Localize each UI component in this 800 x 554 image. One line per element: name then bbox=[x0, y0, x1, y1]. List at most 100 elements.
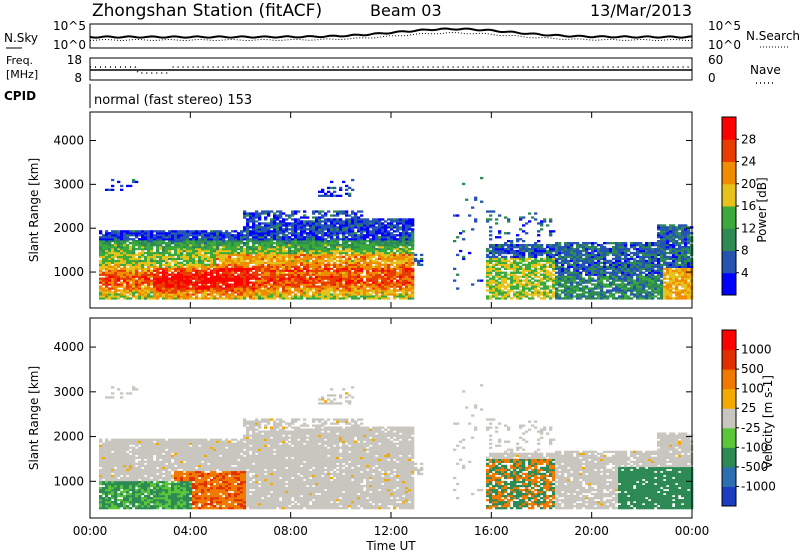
data-cell bbox=[351, 265, 355, 268]
data-cell bbox=[186, 257, 190, 261]
data-cell bbox=[270, 238, 274, 241]
data-cell bbox=[198, 244, 202, 247]
data-cell bbox=[117, 249, 121, 253]
data-cell bbox=[411, 295, 415, 298]
data-cell bbox=[516, 271, 520, 274]
data-cell bbox=[183, 285, 187, 288]
data-cell bbox=[486, 259, 490, 263]
data-cell bbox=[522, 269, 526, 272]
data-cell bbox=[408, 257, 412, 261]
data-cell bbox=[297, 267, 301, 270]
data-cell bbox=[252, 259, 256, 263]
data-cell bbox=[141, 232, 145, 235]
data-cell bbox=[345, 291, 349, 294]
data-cell bbox=[297, 246, 301, 249]
data-cell bbox=[507, 263, 511, 266]
data-cell bbox=[516, 246, 520, 249]
data-cell bbox=[489, 261, 493, 264]
data-cell bbox=[546, 255, 550, 259]
data-cell bbox=[351, 242, 355, 245]
data-cell bbox=[390, 285, 394, 288]
data-cell bbox=[324, 297, 328, 300]
data-cell bbox=[249, 240, 253, 243]
data-cell bbox=[222, 238, 226, 241]
data-cell bbox=[486, 265, 490, 268]
data-cell bbox=[324, 222, 328, 225]
data-cell bbox=[111, 232, 115, 235]
data-cell bbox=[183, 253, 187, 257]
data-cell bbox=[306, 261, 310, 264]
data-cell bbox=[588, 295, 592, 298]
data-cell bbox=[348, 253, 352, 257]
data-cell bbox=[621, 273, 625, 276]
data-cell bbox=[120, 238, 124, 241]
data-cell bbox=[402, 218, 406, 221]
data-cell bbox=[606, 271, 610, 274]
data-cell bbox=[474, 198, 478, 201]
data-cell bbox=[174, 242, 178, 245]
data-cell bbox=[105, 281, 109, 284]
data-cell bbox=[111, 236, 115, 239]
data-cell bbox=[147, 242, 151, 245]
data-cell bbox=[588, 259, 592, 263]
data-cell bbox=[546, 275, 550, 278]
data-cell bbox=[546, 257, 550, 261]
data-cell bbox=[351, 236, 355, 239]
data-cell bbox=[411, 222, 415, 225]
data-cell bbox=[300, 240, 304, 243]
data-cell bbox=[402, 271, 406, 274]
data-cell bbox=[339, 222, 343, 225]
data-cell bbox=[294, 277, 298, 280]
data-cell bbox=[210, 273, 214, 276]
data-cell bbox=[180, 257, 184, 261]
data-cell bbox=[153, 244, 157, 247]
data-cell bbox=[252, 222, 256, 225]
data-cell bbox=[126, 275, 130, 278]
data-cell bbox=[564, 277, 568, 280]
data-cell bbox=[99, 285, 103, 288]
data-cell bbox=[261, 251, 265, 255]
data-cell bbox=[342, 230, 346, 233]
data-cell bbox=[276, 242, 280, 245]
data-cell bbox=[180, 232, 184, 235]
data-cell bbox=[561, 277, 565, 280]
data-cell bbox=[270, 218, 274, 221]
data-cell bbox=[228, 277, 232, 280]
data-cell bbox=[486, 261, 490, 264]
data-cell bbox=[618, 285, 622, 288]
data-cell bbox=[336, 246, 340, 249]
data-cell bbox=[498, 269, 502, 272]
data-cell bbox=[393, 224, 397, 227]
data-cell bbox=[303, 259, 307, 263]
data-cell bbox=[249, 253, 253, 257]
data-cell bbox=[615, 261, 619, 264]
data-cell bbox=[180, 261, 184, 264]
data-cell bbox=[243, 226, 247, 229]
data-cell bbox=[516, 234, 520, 237]
data-cell bbox=[99, 232, 103, 235]
data-cell bbox=[612, 275, 616, 278]
data-cell bbox=[204, 295, 208, 298]
data-cell bbox=[168, 269, 172, 272]
data-cell bbox=[120, 277, 124, 280]
data-cell bbox=[339, 218, 343, 221]
data-cell bbox=[252, 230, 256, 233]
data-cell bbox=[579, 244, 583, 247]
data-cell bbox=[591, 251, 595, 255]
data-cell bbox=[255, 287, 259, 290]
data-cell bbox=[222, 251, 226, 255]
data-cell bbox=[315, 230, 319, 233]
data-cell bbox=[618, 291, 622, 294]
data-cell bbox=[258, 269, 262, 272]
data-cell bbox=[252, 228, 256, 231]
data-cell bbox=[141, 244, 145, 247]
data-cell bbox=[345, 293, 349, 296]
data-cell bbox=[375, 253, 379, 257]
data-cell bbox=[309, 273, 313, 276]
data-cell bbox=[558, 265, 562, 268]
data-cell bbox=[105, 265, 109, 268]
data-cell bbox=[261, 271, 265, 274]
data-cell bbox=[567, 261, 571, 264]
data-cell bbox=[606, 267, 610, 270]
data-cell bbox=[507, 273, 511, 276]
